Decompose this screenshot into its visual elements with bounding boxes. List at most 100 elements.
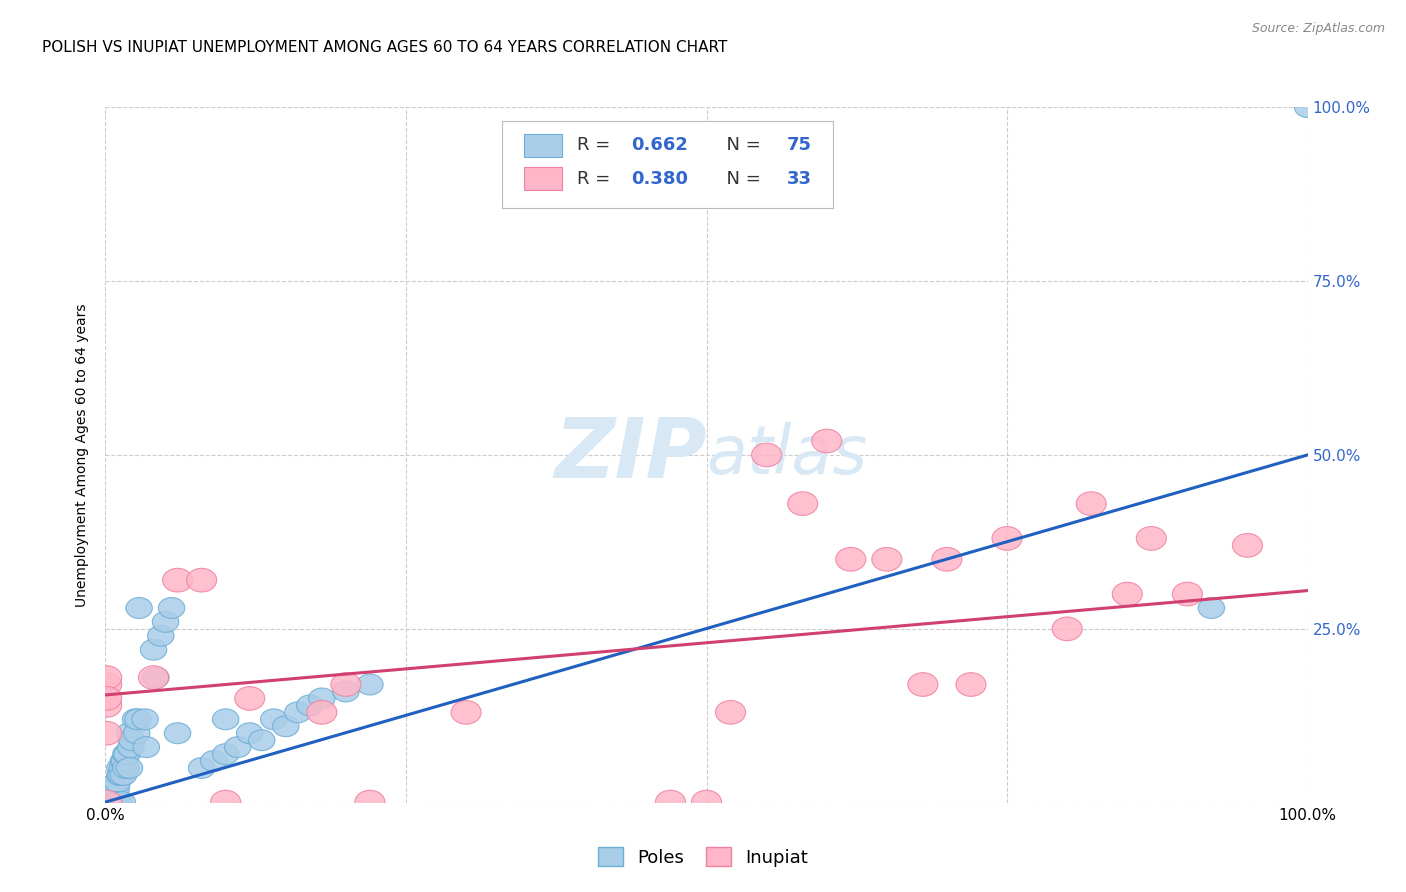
Ellipse shape: [93, 792, 120, 813]
Ellipse shape: [118, 730, 145, 751]
Ellipse shape: [333, 681, 359, 702]
Ellipse shape: [956, 673, 986, 697]
Ellipse shape: [165, 723, 191, 744]
Ellipse shape: [122, 709, 149, 730]
Text: 75: 75: [787, 136, 813, 154]
Text: R =: R =: [576, 169, 616, 187]
Text: R =: R =: [576, 136, 616, 154]
Ellipse shape: [98, 792, 125, 813]
Ellipse shape: [93, 792, 120, 813]
Text: Source: ZipAtlas.com: Source: ZipAtlas.com: [1251, 22, 1385, 36]
Ellipse shape: [692, 790, 721, 814]
Ellipse shape: [93, 792, 120, 813]
Ellipse shape: [308, 688, 335, 709]
Ellipse shape: [1112, 582, 1142, 606]
Ellipse shape: [187, 568, 217, 592]
Ellipse shape: [141, 640, 167, 660]
Ellipse shape: [93, 792, 120, 813]
Ellipse shape: [297, 695, 323, 715]
Legend: Poles, Inupiat: Poles, Inupiat: [591, 840, 815, 874]
Ellipse shape: [103, 792, 129, 813]
Ellipse shape: [91, 694, 122, 717]
Ellipse shape: [1198, 598, 1225, 618]
Ellipse shape: [148, 625, 174, 646]
Ellipse shape: [98, 792, 125, 813]
Ellipse shape: [117, 757, 143, 779]
Ellipse shape: [112, 757, 139, 779]
Ellipse shape: [110, 757, 135, 779]
Ellipse shape: [1173, 582, 1202, 606]
Ellipse shape: [93, 792, 120, 813]
Ellipse shape: [98, 792, 125, 813]
Ellipse shape: [249, 730, 276, 751]
Ellipse shape: [260, 709, 287, 730]
Text: POLISH VS INUPIAT UNEMPLOYMENT AMONG AGES 60 TO 64 YEARS CORRELATION CHART: POLISH VS INUPIAT UNEMPLOYMENT AMONG AGE…: [42, 40, 727, 55]
Ellipse shape: [101, 779, 128, 799]
Ellipse shape: [752, 443, 782, 467]
Ellipse shape: [97, 792, 124, 813]
Ellipse shape: [96, 792, 122, 813]
FancyBboxPatch shape: [502, 121, 832, 208]
Ellipse shape: [91, 673, 122, 697]
Ellipse shape: [159, 598, 184, 618]
Ellipse shape: [1052, 617, 1083, 640]
Ellipse shape: [103, 779, 129, 799]
Ellipse shape: [932, 548, 962, 571]
Text: 0.662: 0.662: [631, 136, 688, 154]
Ellipse shape: [93, 792, 120, 813]
Ellipse shape: [330, 673, 361, 697]
Ellipse shape: [307, 700, 337, 724]
Text: N =: N =: [714, 136, 766, 154]
Ellipse shape: [152, 612, 179, 632]
Ellipse shape: [97, 792, 124, 813]
Ellipse shape: [112, 744, 139, 764]
Ellipse shape: [107, 757, 134, 779]
Ellipse shape: [114, 744, 141, 764]
Text: 0.380: 0.380: [631, 169, 688, 187]
Ellipse shape: [188, 757, 215, 779]
Ellipse shape: [273, 715, 299, 737]
Ellipse shape: [354, 790, 385, 814]
Ellipse shape: [100, 779, 127, 799]
Ellipse shape: [1076, 491, 1107, 516]
Ellipse shape: [811, 429, 842, 453]
Text: N =: N =: [714, 169, 766, 187]
Ellipse shape: [101, 792, 128, 813]
Ellipse shape: [132, 709, 159, 730]
Ellipse shape: [787, 491, 818, 516]
Ellipse shape: [127, 598, 152, 618]
Ellipse shape: [716, 700, 745, 724]
Ellipse shape: [100, 792, 127, 813]
Ellipse shape: [201, 751, 226, 772]
Ellipse shape: [212, 709, 239, 730]
Ellipse shape: [93, 792, 120, 813]
Text: atlas: atlas: [707, 422, 868, 488]
Ellipse shape: [93, 792, 120, 813]
Ellipse shape: [110, 764, 136, 786]
Ellipse shape: [993, 526, 1022, 550]
Ellipse shape: [91, 687, 122, 710]
Ellipse shape: [104, 792, 131, 813]
Ellipse shape: [225, 737, 250, 757]
Ellipse shape: [235, 687, 264, 710]
Ellipse shape: [236, 723, 263, 744]
Ellipse shape: [93, 792, 120, 813]
Ellipse shape: [104, 772, 131, 792]
Ellipse shape: [1136, 526, 1167, 550]
Ellipse shape: [96, 792, 122, 813]
Ellipse shape: [110, 792, 135, 813]
Ellipse shape: [91, 790, 122, 814]
Ellipse shape: [211, 790, 240, 814]
Ellipse shape: [139, 665, 169, 690]
Ellipse shape: [125, 709, 150, 730]
Ellipse shape: [111, 751, 138, 772]
Ellipse shape: [1295, 96, 1320, 118]
Ellipse shape: [118, 737, 143, 757]
Ellipse shape: [451, 700, 481, 724]
Ellipse shape: [101, 792, 127, 813]
Ellipse shape: [143, 667, 169, 688]
Text: ZIP: ZIP: [554, 415, 707, 495]
Ellipse shape: [134, 737, 159, 757]
Ellipse shape: [835, 548, 866, 571]
Ellipse shape: [93, 792, 120, 813]
